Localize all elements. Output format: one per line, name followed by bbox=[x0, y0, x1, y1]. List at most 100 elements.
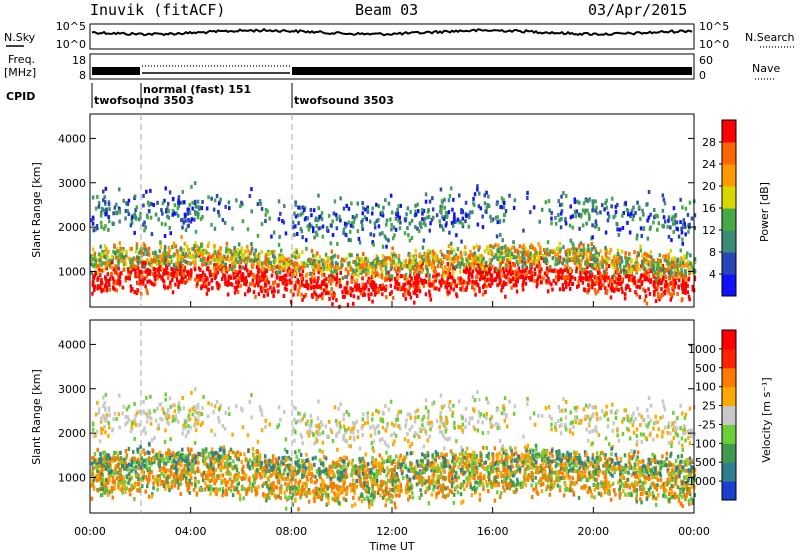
data-cell bbox=[604, 201, 607, 206]
data-cell bbox=[579, 263, 582, 267]
data-cell bbox=[626, 220, 629, 225]
data-cell bbox=[642, 256, 646, 261]
data-cell bbox=[307, 227, 311, 232]
data-cell bbox=[116, 470, 119, 475]
data-cell bbox=[230, 267, 234, 272]
data-cell bbox=[424, 292, 428, 297]
data-cell bbox=[610, 465, 613, 470]
data-cell bbox=[565, 252, 568, 257]
data-cell bbox=[442, 227, 445, 232]
data-cell bbox=[370, 502, 374, 507]
data-cell bbox=[686, 290, 690, 295]
data-cell bbox=[163, 251, 167, 256]
data-cell bbox=[661, 263, 665, 268]
data-cell bbox=[198, 277, 202, 282]
data-cell bbox=[177, 284, 180, 289]
data-cell bbox=[653, 292, 656, 297]
data-cell bbox=[372, 267, 375, 272]
data-cell bbox=[476, 274, 479, 279]
data-cell bbox=[645, 301, 649, 306]
data-cell bbox=[495, 234, 499, 239]
data-cell bbox=[652, 258, 656, 263]
data-cell bbox=[236, 284, 240, 289]
data-cell bbox=[172, 263, 176, 268]
data-cell bbox=[396, 275, 400, 280]
data-cell bbox=[453, 279, 457, 284]
data-cell bbox=[590, 247, 594, 252]
data-cell bbox=[372, 242, 375, 247]
data-cell bbox=[158, 274, 161, 279]
data-cell bbox=[665, 259, 669, 264]
data-cell bbox=[99, 210, 103, 215]
data-cell bbox=[443, 254, 446, 258]
data-cell bbox=[509, 247, 512, 252]
data-cell bbox=[656, 261, 659, 266]
data-cell bbox=[167, 201, 170, 206]
data-cell bbox=[198, 250, 202, 255]
data-cell bbox=[655, 487, 659, 492]
data-cell bbox=[592, 263, 595, 268]
data-cell bbox=[273, 256, 276, 261]
data-cell bbox=[567, 275, 570, 280]
data-cell bbox=[262, 277, 265, 282]
data-cell bbox=[163, 268, 166, 273]
data-cell bbox=[539, 245, 542, 250]
data-cell bbox=[137, 261, 140, 265]
data-cell bbox=[442, 484, 445, 489]
data-cell bbox=[568, 279, 572, 283]
data-cell bbox=[646, 218, 649, 223]
data-cell bbox=[485, 210, 488, 214]
data-cell bbox=[363, 292, 366, 297]
data-cell bbox=[647, 262, 650, 267]
data-cell bbox=[154, 277, 157, 282]
data-cell bbox=[362, 289, 365, 294]
data-cell bbox=[450, 281, 453, 286]
data-cell bbox=[550, 210, 553, 215]
data-cell bbox=[621, 290, 624, 295]
data-cell bbox=[233, 264, 237, 269]
data-cell bbox=[595, 250, 598, 255]
data-cell bbox=[319, 293, 322, 298]
data-cell bbox=[680, 230, 684, 235]
data-cell bbox=[417, 209, 420, 214]
cpid-segment-2: normal (fast) 151 bbox=[143, 83, 251, 96]
data-cell bbox=[246, 244, 249, 249]
data-cell bbox=[107, 249, 110, 254]
data-cell bbox=[299, 212, 303, 217]
data-cell bbox=[422, 238, 426, 243]
data-cell bbox=[693, 257, 697, 262]
data-cell bbox=[371, 270, 374, 275]
data-cell bbox=[212, 474, 215, 479]
data-cell bbox=[316, 233, 319, 237]
data-cell bbox=[159, 482, 162, 487]
data-cell bbox=[196, 249, 200, 254]
data-cell bbox=[431, 259, 435, 264]
data-cell bbox=[428, 259, 431, 264]
data-cell bbox=[383, 234, 387, 239]
data-cell bbox=[539, 482, 543, 487]
data-cell bbox=[484, 279, 487, 284]
data-cell bbox=[360, 499, 364, 504]
data-cell bbox=[178, 271, 182, 276]
data-cell bbox=[472, 196, 475, 201]
data-cell bbox=[635, 269, 638, 273]
data-cell bbox=[385, 261, 388, 266]
data-cell bbox=[571, 468, 574, 473]
data-cell bbox=[633, 250, 636, 255]
data-cell bbox=[439, 283, 443, 287]
data-cell bbox=[190, 217, 194, 222]
data-cell bbox=[108, 258, 112, 263]
data-cell bbox=[133, 230, 136, 235]
data-cell bbox=[176, 265, 180, 270]
data-cell bbox=[615, 221, 618, 226]
data-cell bbox=[326, 255, 330, 260]
data-cell bbox=[373, 494, 376, 499]
nsky-tick-top: 10^5 bbox=[56, 20, 86, 33]
data-cell bbox=[472, 261, 475, 266]
data-cell bbox=[408, 238, 412, 243]
data-cell bbox=[511, 470, 514, 475]
data-cell bbox=[140, 271, 143, 275]
data-cell bbox=[671, 478, 674, 483]
data-cell bbox=[217, 249, 221, 254]
data-cell bbox=[109, 260, 112, 265]
